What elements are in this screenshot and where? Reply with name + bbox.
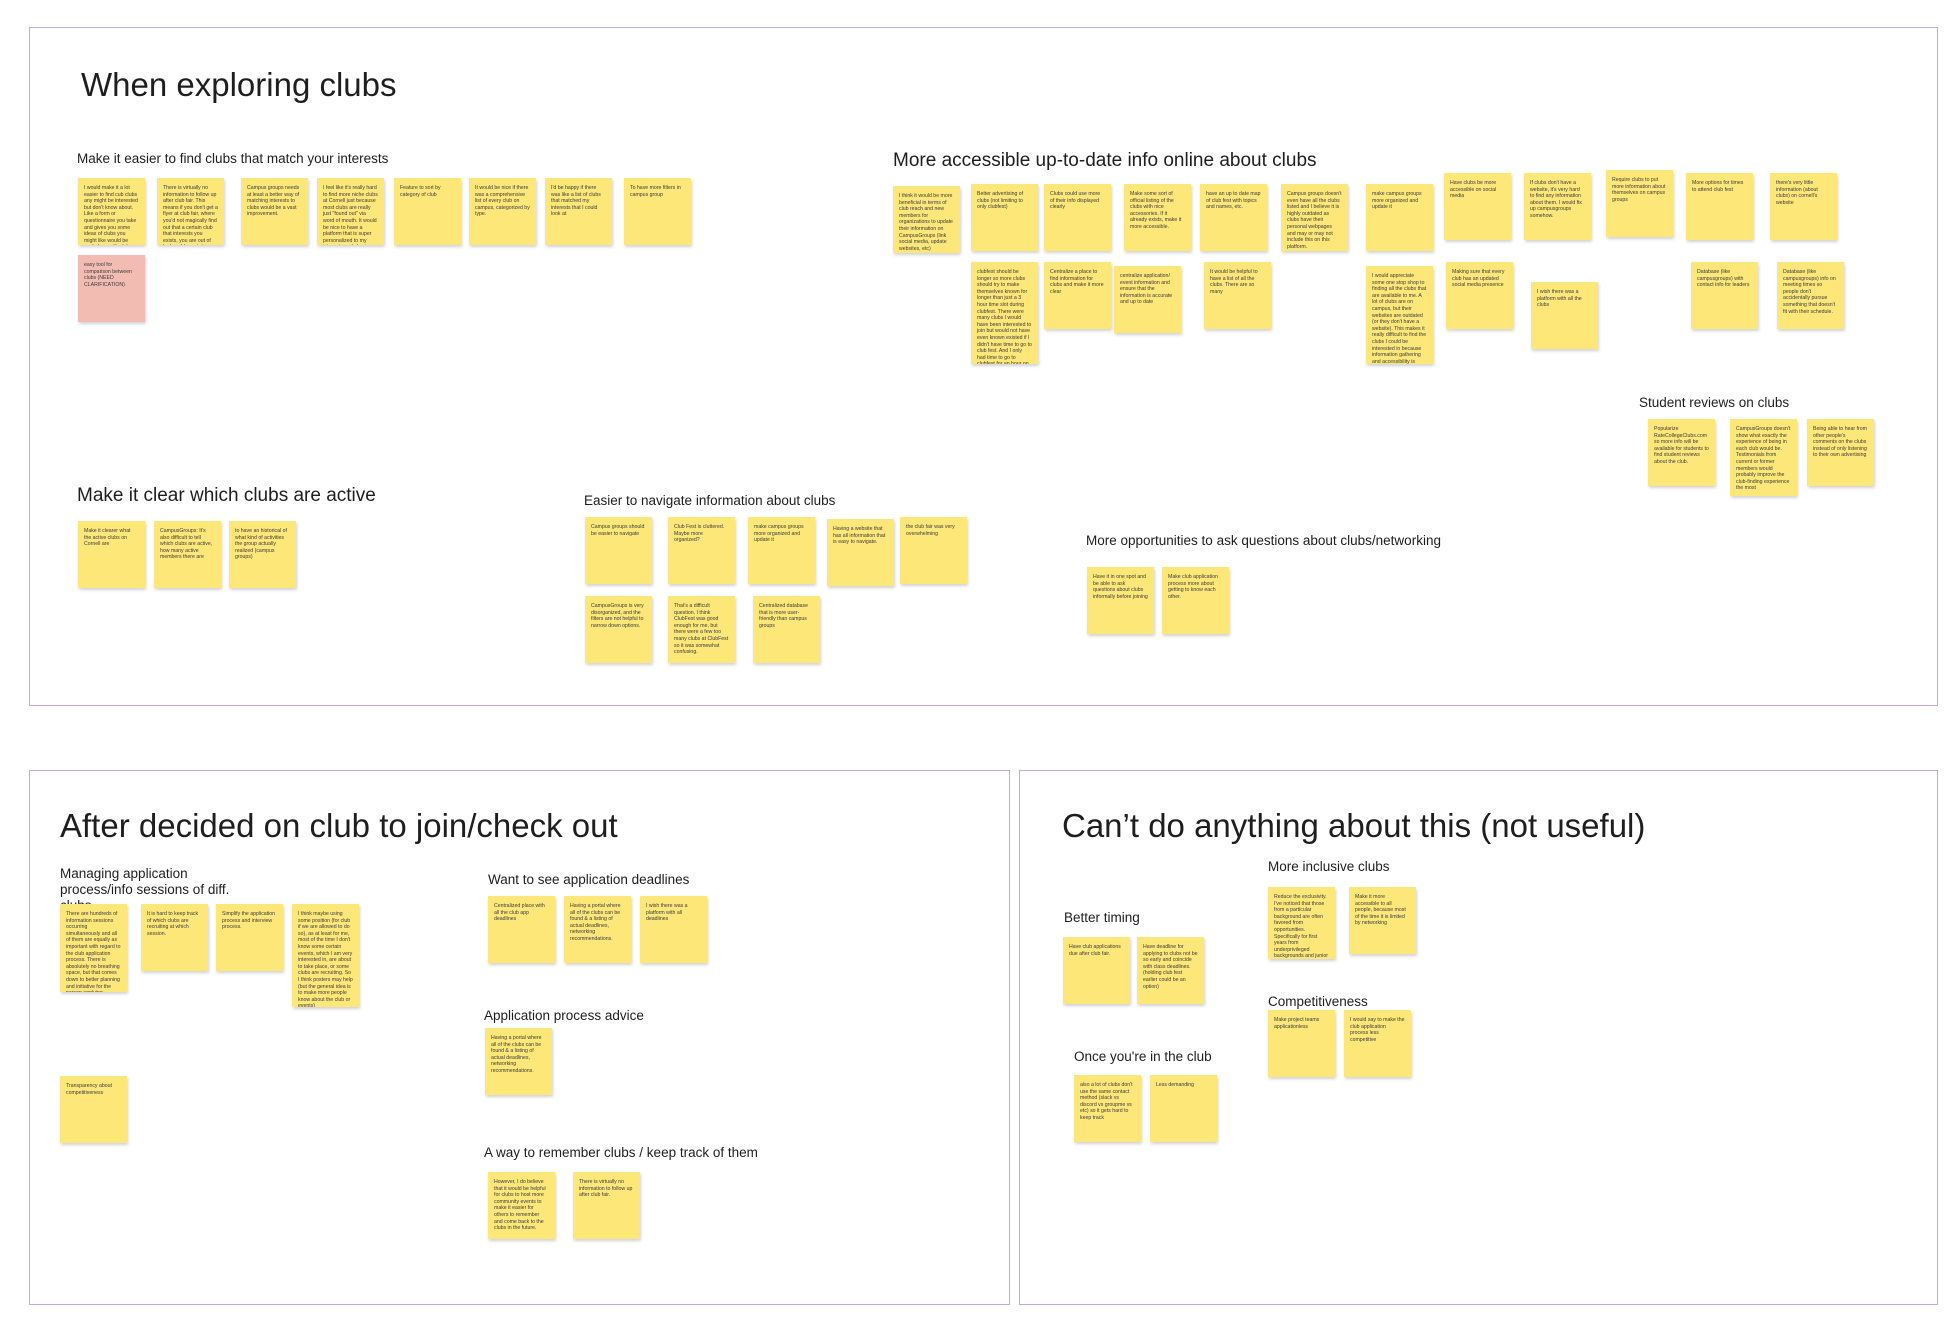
sticky-note[interactable]: There is virtually no information to fol… <box>573 1172 640 1239</box>
sticky-note[interactable]: CampusGroups doesn't show what exactly t… <box>1730 419 1797 496</box>
sticky-note[interactable]: Having a portal where all of the clubs c… <box>564 896 631 963</box>
group-label-accessible-info: More accessible up-to-date info online a… <box>893 150 1317 171</box>
sticky-note[interactable]: Campus groups needs at least a better wa… <box>241 178 308 245</box>
group-label-managing: Managing application process/info sessio… <box>60 866 230 913</box>
sticky-note[interactable]: I'd be happy if there was like a list of… <box>545 178 612 245</box>
sticky-note[interactable]: I wish there was a platform with all the… <box>1531 282 1598 349</box>
section-title-cant: Can’t do anything about this (not useful… <box>1062 807 1646 844</box>
sticky-note[interactable]: I would appreciate some one stop shop to… <box>1366 266 1433 364</box>
group-label-reviews: Student reviews on clubs <box>1639 395 1790 410</box>
sticky-note[interactable]: Feature to sort by category of club <box>394 178 461 245</box>
sticky-note[interactable]: Clubs could use more of their info displ… <box>1044 184 1111 251</box>
sticky-note[interactable]: Campus groups doesn't even have all the … <box>1281 184 1348 251</box>
sticky-note[interactable]: Having a portal where all of the clubs c… <box>485 1028 552 1095</box>
sticky-note[interactable]: centralize application/ event informatio… <box>1114 266 1181 333</box>
group-label-timing: Better timing <box>1064 910 1140 925</box>
sticky-note[interactable]: Make it more accessible to all people, b… <box>1349 887 1416 954</box>
sticky-note[interactable]: It would be helpful to have a list of al… <box>1204 262 1271 329</box>
group-label-deadlines: Want to see application deadlines <box>488 872 690 887</box>
sticky-note[interactable]: Centralize a place to find information f… <box>1044 262 1111 329</box>
sticky-note[interactable]: That's a difficult question. I think Clu… <box>668 596 735 663</box>
sticky-note[interactable]: Less demanding <box>1150 1075 1217 1142</box>
sticky-note[interactable]: Have it in one spot and be able to ask q… <box>1087 567 1154 634</box>
sticky-note[interactable]: Campus groups should be easier to naviga… <box>585 517 652 584</box>
sticky-note[interactable]: Make club application process more about… <box>1162 567 1229 634</box>
sticky-note[interactable]: clubfest should be longer so more clubs … <box>971 262 1038 364</box>
sticky-note[interactable]: Database (like campusgroups) with contac… <box>1691 262 1758 329</box>
sticky-note[interactable]: I think it would be more beneficial in t… <box>893 186 960 253</box>
sticky-note[interactable]: there's very little information (about c… <box>1770 173 1837 240</box>
sticky-note[interactable]: Centralized database that is more user-f… <box>753 596 820 663</box>
sticky-note[interactable]: Database (like campusgroups) info on mee… <box>1777 262 1844 329</box>
group-label-remember: A way to remember clubs / keep track of … <box>484 1145 758 1160</box>
sticky-note[interactable]: the club fair was very overwhelming <box>900 517 967 584</box>
sticky-note[interactable]: More options for times to attend club fe… <box>1686 173 1753 240</box>
section-frame-cant <box>1019 770 1938 1305</box>
group-label-active: Make it clear which clubs are active <box>77 485 376 506</box>
sticky-note[interactable]: Make some sort of official listing of th… <box>1124 184 1191 251</box>
group-label-competitive: Competitiveness <box>1268 994 1368 1009</box>
sticky-note[interactable]: make campus groups more organized and up… <box>748 517 815 584</box>
sticky-note[interactable]: I wish there was a platform with all dea… <box>640 896 707 963</box>
section-title-after: After decided on club to join/check out <box>60 807 618 844</box>
sticky-note-flagged[interactable]: easy tool for comparison between clubs (… <box>78 255 145 322</box>
sticky-note[interactable]: Centralized place with all the club app … <box>488 896 555 963</box>
sticky-note[interactable]: I would say to make the club application… <box>1344 1010 1411 1077</box>
sticky-note[interactable]: make campus groups more organized and up… <box>1366 184 1433 251</box>
sticky-note[interactable]: Require clubs to put more information ab… <box>1606 170 1673 237</box>
sticky-note[interactable]: Club Fest is cluttered. Maybe more organ… <box>668 517 735 584</box>
sticky-note[interactable]: Reduce the exclusivity. I've noticed tha… <box>1268 887 1335 959</box>
sticky-note[interactable]: I feel like it's really hard to find mor… <box>317 178 384 245</box>
sticky-note[interactable]: CampusGroups is very disorganized, and t… <box>585 596 652 663</box>
group-label-inclusive: More inclusive clubs <box>1268 859 1390 874</box>
sticky-note[interactable]: There are hundreds of information sessio… <box>60 904 127 992</box>
group-label-inclub: Once you're in the club <box>1074 1049 1212 1064</box>
sticky-note[interactable]: It would be nice if there was a comprehe… <box>469 178 536 245</box>
sticky-note[interactable]: Have deadline for applying to clubs not … <box>1137 937 1204 1004</box>
sticky-note[interactable]: also a lot of clubs don't use the same c… <box>1074 1075 1141 1142</box>
sticky-note[interactable]: Make it clearer what the active clubs on… <box>78 521 145 588</box>
section-frame-exploring <box>29 27 1938 706</box>
sticky-note[interactable]: CampusGroups: It's also difficult to tel… <box>154 521 221 588</box>
sticky-note[interactable]: Simplify the application process and int… <box>216 904 283 971</box>
sticky-note[interactable]: I would make it a lot easier to find cub… <box>78 178 145 245</box>
sticky-note[interactable]: There is virtually no information to fol… <box>157 178 224 245</box>
sticky-note[interactable]: However, I do believe that it would be h… <box>488 1172 555 1239</box>
sticky-note[interactable]: Have clubs be more accessible on social … <box>1444 173 1511 240</box>
group-label-find-interests: Make it easier to find clubs that match … <box>77 151 389 166</box>
sticky-note[interactable]: Making sure that every club has an updat… <box>1446 262 1513 329</box>
sticky-note[interactable]: If clubs don't have a website, it's very… <box>1524 173 1591 240</box>
group-label-navigate: Easier to navigate information about clu… <box>584 493 836 508</box>
sticky-note[interactable]: Have club applications due after club fa… <box>1063 937 1130 1004</box>
sticky-note[interactable]: I think maybe using some position (for c… <box>292 904 359 1007</box>
sticky-note[interactable]: Being able to hear from other people's c… <box>1807 419 1874 486</box>
sticky-note[interactable]: Better advertising of clubs (not limitin… <box>971 184 1038 251</box>
group-label-advice: Application process advice <box>484 1008 644 1023</box>
section-title-exploring: When exploring clubs <box>81 66 397 103</box>
sticky-note[interactable]: Popularize RateCollegeClubs.com so more … <box>1648 419 1715 486</box>
sticky-note[interactable]: to have an historical of what kind of ac… <box>229 521 296 588</box>
section-frame-after <box>29 770 1010 1305</box>
sticky-note[interactable]: It is hard to keep track of which clubs … <box>141 904 208 971</box>
sticky-note[interactable]: To have more filters in campus group <box>624 178 691 245</box>
group-label-questions: More opportunities to ask questions abou… <box>1086 533 1441 548</box>
sticky-note[interactable]: Transparency about competitiveness <box>60 1076 127 1143</box>
sticky-note[interactable]: Make project teams applicationless <box>1268 1010 1335 1077</box>
sticky-note[interactable]: have an up to date map of club fest with… <box>1200 184 1267 251</box>
sticky-note[interactable]: Having a website that has all informatio… <box>827 519 894 586</box>
